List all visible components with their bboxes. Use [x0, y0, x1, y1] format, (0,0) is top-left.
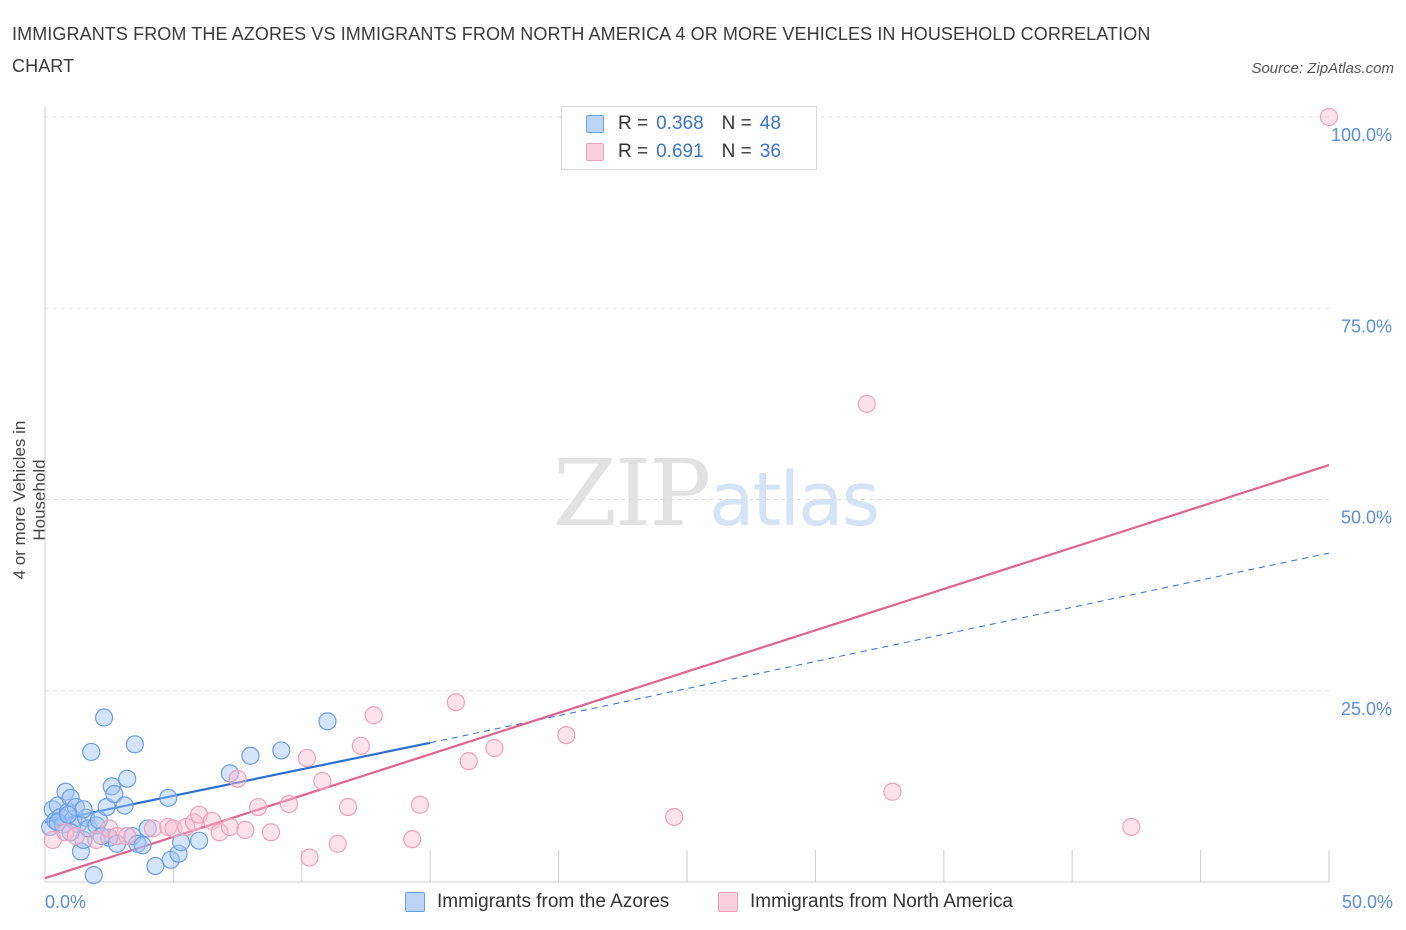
- trend-line: [44, 464, 1330, 880]
- data-point: [338, 797, 358, 817]
- data-point: [485, 739, 504, 758]
- data-point: [410, 795, 430, 814]
- data-point: [446, 693, 465, 712]
- grid: [45, 116, 1329, 692]
- data-point: [59, 805, 78, 824]
- watermark-atlas: atlas: [709, 457, 880, 543]
- data-point: [665, 807, 684, 827]
- data-point: [272, 741, 291, 760]
- source-label: Source: ZipAtlas.com: [1251, 60, 1394, 77]
- data-point: [133, 836, 152, 855]
- legend: R = 0.368 N = 48 R = 0.691 N = 36: [561, 106, 817, 170]
- data-point: [143, 819, 162, 838]
- data-point: [105, 784, 124, 804]
- trend-lines: [44, 464, 1330, 880]
- legend-n-value-north-america: 36: [759, 141, 781, 162]
- watermark: ZIPatlas: [553, 440, 880, 547]
- data-point: [56, 823, 75, 842]
- data-point: [115, 796, 134, 815]
- axes: [44, 106, 1330, 883]
- legend-n-label: N =: [721, 141, 752, 162]
- data-point: [74, 800, 93, 819]
- legend-n-value-azores: 48: [759, 113, 781, 134]
- y-tick-label: 50.0%: [1341, 508, 1392, 528]
- data-points: [41, 107, 1339, 885]
- y-tick-label: 100.0%: [1331, 125, 1392, 145]
- data-point: [84, 866, 103, 885]
- data-point: [279, 794, 299, 814]
- data-point: [66, 826, 85, 846]
- data-point: [125, 735, 144, 754]
- data-point: [82, 742, 101, 762]
- data-point: [328, 834, 347, 853]
- data-point: [318, 712, 337, 731]
- data-point: [241, 746, 260, 765]
- data-point: [146, 856, 165, 876]
- data-point: [261, 823, 281, 842]
- data-point: [297, 748, 317, 768]
- legend-row-azores: R = 0.368 N = 48: [586, 111, 781, 137]
- data-point: [236, 820, 255, 840]
- data-point: [118, 826, 137, 846]
- data-point: [1319, 107, 1339, 127]
- data-point: [107, 826, 127, 846]
- data-point: [857, 394, 876, 413]
- x-tick-label: 50.0%: [1342, 892, 1393, 912]
- data-point: [87, 830, 106, 850]
- legend-swatch-north-america: [586, 143, 604, 161]
- trend-line: [430, 552, 1330, 744]
- tick-labels: 25.0% 50.0% 75.0% 100.0% 0.0% 50.0%: [45, 125, 1393, 912]
- legend-swatch-azores: [586, 115, 604, 133]
- data-point: [169, 844, 188, 863]
- data-point: [159, 788, 178, 807]
- y-tick-label: 75.0%: [1341, 316, 1392, 336]
- bottom-legend-north-america: Immigrants from North America: [718, 888, 1013, 916]
- legend-r-label: R =: [618, 113, 649, 134]
- data-point: [249, 797, 268, 817]
- bottom-legend-azores: Immigrants from the Azores: [405, 888, 669, 916]
- data-point: [459, 752, 478, 771]
- legend-row-north-america: R = 0.691 N = 36: [586, 139, 781, 165]
- data-point: [94, 708, 114, 727]
- legend-n-label: N =: [721, 113, 752, 134]
- data-point: [138, 819, 157, 838]
- bottom-legend-swatch-azores: [405, 892, 425, 912]
- data-point: [364, 706, 383, 725]
- watermark-zip: ZIP: [553, 440, 711, 547]
- legend-r-value-north-america: 0.691: [656, 141, 704, 162]
- chart-title: IMMIGRANTS FROM THE AZORES VS IMMIGRANTS…: [12, 24, 1151, 76]
- data-point: [118, 769, 137, 788]
- bottom-legend-label-north-america: Immigrants from North America: [750, 891, 1013, 912]
- data-point: [1122, 817, 1141, 837]
- data-point: [210, 823, 229, 842]
- y-tick-label: 25.0%: [1341, 699, 1392, 719]
- data-point: [557, 726, 576, 745]
- legend-r-label: R =: [618, 141, 649, 162]
- bottom-legend-label-azores: Immigrants from the Azores: [437, 891, 670, 912]
- data-point: [100, 819, 119, 838]
- x-tick-label: 0.0%: [45, 892, 86, 912]
- data-point: [189, 831, 209, 850]
- data-point: [228, 769, 247, 788]
- data-point: [220, 817, 239, 837]
- data-point: [313, 771, 332, 791]
- trend-line: [44, 741, 431, 824]
- data-point: [300, 848, 319, 867]
- data-point: [883, 782, 902, 801]
- data-point: [48, 813, 67, 832]
- data-point: [403, 830, 422, 849]
- legend-r-value-azores: 0.368: [656, 113, 704, 134]
- data-point: [107, 834, 127, 853]
- data-point: [351, 736, 370, 755]
- bottom-legend-swatch-north-america: [718, 892, 738, 912]
